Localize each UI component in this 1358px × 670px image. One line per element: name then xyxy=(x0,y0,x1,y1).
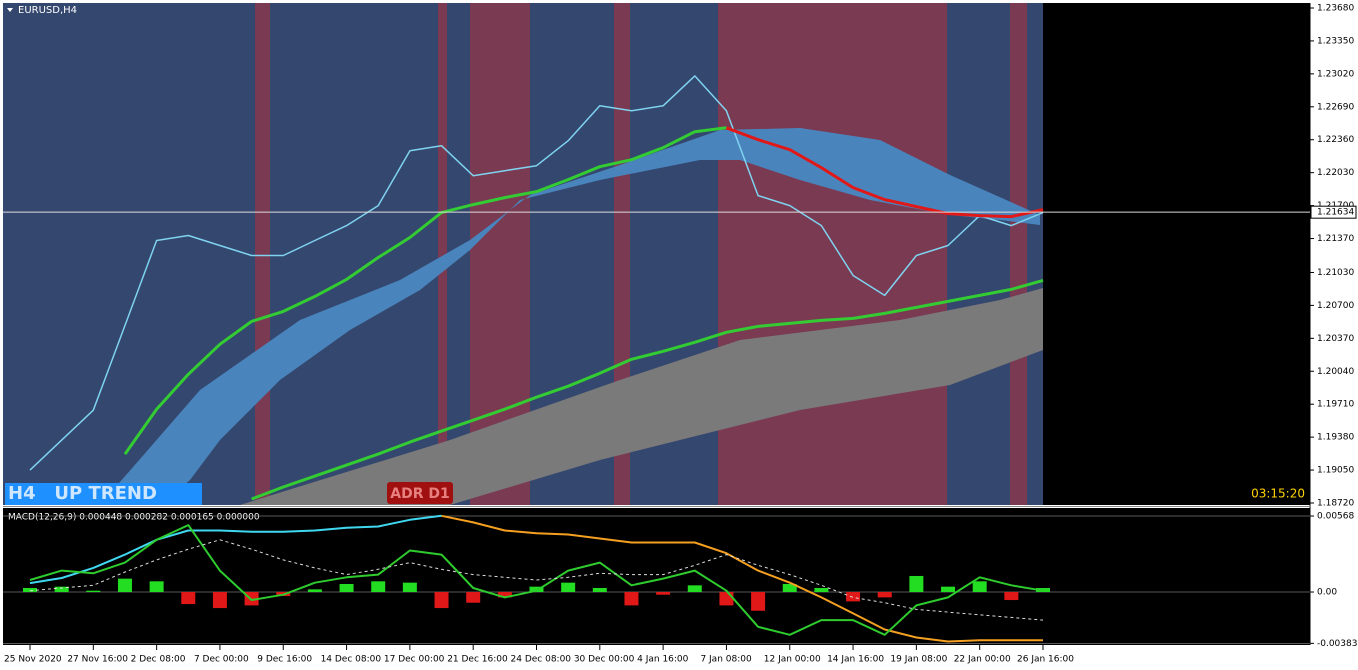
x-tick-label: 19 Jan 08:00 xyxy=(890,655,947,665)
series-line xyxy=(29,524,1044,636)
series-line xyxy=(251,278,1044,501)
histogram-bar xyxy=(877,592,892,598)
series-line xyxy=(441,514,1043,643)
histogram-bar xyxy=(529,586,544,593)
histogram-bar xyxy=(814,588,829,593)
x-tick-label: 21 Dec 16:00 xyxy=(447,655,508,665)
x-tick-label: 22 Jan 00:00 xyxy=(954,655,1011,665)
x-tick-label: 14 Jan 16:00 xyxy=(827,655,884,665)
histogram-bar xyxy=(1004,592,1019,601)
histogram-bar xyxy=(339,583,354,593)
histogram-bar xyxy=(751,592,766,611)
y-tick-label: 1.22030 xyxy=(1317,168,1354,178)
x-tick-label: 14 Dec 08:00 xyxy=(321,655,382,665)
series-line xyxy=(29,539,1044,621)
y-tick-label: 1.19710 xyxy=(1317,400,1354,410)
histogram-bar xyxy=(86,590,101,593)
x-tick-label: 26 Jan 16:00 xyxy=(1017,655,1074,665)
macd-panel xyxy=(3,508,1310,645)
histogram-bar xyxy=(371,581,386,593)
x-tick-label: 24 Dec 08:00 xyxy=(511,655,572,665)
y-tick-label: -0.003837 xyxy=(1317,639,1358,649)
histogram-bar xyxy=(212,592,227,609)
trend-box xyxy=(5,483,202,505)
y-tick-label: 1.22360 xyxy=(1317,135,1354,145)
x-tick-label: 9 Dec 16:00 xyxy=(257,655,312,665)
x-tick-label: 7 Dec 00:00 xyxy=(194,655,249,665)
histogram-bar xyxy=(561,582,576,593)
adr-box xyxy=(387,482,453,504)
histogram-bar xyxy=(941,586,956,593)
series-line xyxy=(123,126,727,455)
y-tick-label: 1.19380 xyxy=(1317,433,1354,443)
x-tick-label: 30 Dec 00:00 xyxy=(574,655,635,665)
y-tick-label: 1.20700 xyxy=(1317,301,1354,311)
histogram-bar xyxy=(23,588,37,593)
x-tick-label: 17 Dec 00:00 xyxy=(384,655,445,665)
last-price-label: 1.21634 xyxy=(1317,208,1354,218)
y-tick-label: 1.20370 xyxy=(1317,334,1354,344)
y-tick-label: 1.23020 xyxy=(1317,69,1354,79)
histogram-bar xyxy=(592,588,607,593)
y-tick-label: 1.21030 xyxy=(1317,268,1354,278)
x-tick-label: 12 Jan 00:00 xyxy=(764,655,821,665)
y-tick-label: 1.23350 xyxy=(1317,36,1354,46)
envelope-band xyxy=(240,288,1043,505)
series-line xyxy=(725,126,1044,219)
y-tick-label: 1.18720 xyxy=(1317,499,1354,509)
y-tick-label: 0.00568 xyxy=(1317,512,1354,522)
y-tick-label: 1.19050 xyxy=(1317,466,1354,476)
adr-label: ADR D1 xyxy=(390,486,449,502)
y-tick-label: 1.20040 xyxy=(1317,367,1354,377)
y-tick-label: 0.00 xyxy=(1317,588,1337,598)
chart-title: EURUSD,H4 xyxy=(18,5,77,16)
histogram-bar xyxy=(497,592,512,598)
histogram-bar xyxy=(687,585,702,593)
macd-title: MACD(12,26,9) 0.000448 0.000282 0.000165… xyxy=(8,513,260,523)
histogram-bar xyxy=(624,592,639,606)
histogram-bar xyxy=(719,592,734,606)
histogram-bar xyxy=(909,575,924,593)
series-line xyxy=(29,514,442,585)
y-tick-label: 1.22690 xyxy=(1317,102,1354,112)
y-tick-label: 1.23680 xyxy=(1317,3,1354,13)
histogram-bar xyxy=(181,592,196,605)
histogram-bar xyxy=(149,581,164,593)
x-tick-label: 2 Dec 08:00 xyxy=(131,655,186,665)
menu-arrow[interactable] xyxy=(7,8,13,12)
last-price-box xyxy=(1310,205,1357,219)
series-line xyxy=(29,75,1044,471)
trend-label: H4 UP TREND xyxy=(8,483,157,504)
x-tick-label: 7 Jan 08:00 xyxy=(700,655,752,665)
histogram-bar xyxy=(466,592,481,603)
histogram-bar xyxy=(782,583,797,593)
y-tick-label: 1.21370 xyxy=(1317,234,1354,244)
histogram-bar xyxy=(307,589,322,593)
histogram-bar xyxy=(434,592,449,609)
histogram-bar xyxy=(117,578,132,593)
histogram-bar xyxy=(54,586,69,593)
x-tick-label: 4 Jan 16:00 xyxy=(637,655,689,665)
timer: 03:15:20 xyxy=(1251,487,1305,501)
cloud-band xyxy=(100,128,1040,505)
x-tick-label: 27 Nov 16:00 xyxy=(67,655,128,665)
histogram-bar xyxy=(972,581,987,593)
histogram-bar xyxy=(402,582,417,593)
histogram-bar xyxy=(846,592,861,602)
histogram-bar xyxy=(656,592,671,595)
x-tick-label: 25 Nov 2020 xyxy=(4,655,62,665)
